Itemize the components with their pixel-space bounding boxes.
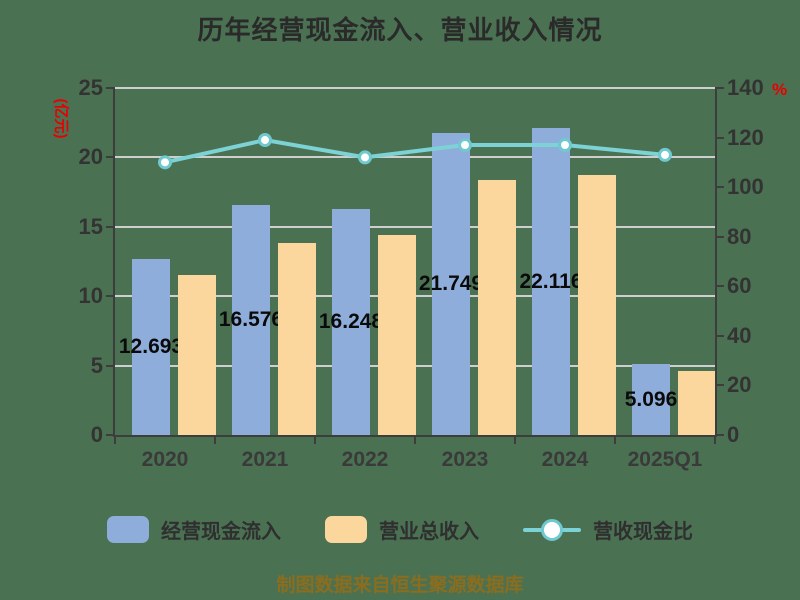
left-axis-tick-label: 15 [78, 213, 103, 239]
left-axis-tick-label: 25 [78, 75, 103, 100]
bar-cash-inflow-2021 [232, 204, 270, 435]
ratio-data-point [658, 147, 672, 162]
ratio-data-point [258, 133, 272, 148]
left-axis-tick [106, 434, 115, 436]
plot-area: 0 5 10 15 20 25 0 20 40 60 80 100 120 140 2020 2021 2022… [79, 77, 764, 472]
x-axis-category-label: 2025Q1 [627, 448, 703, 471]
ratio-dot-icon [541, 518, 563, 541]
x-axis-category-label: 2022 [341, 448, 389, 471]
left-axis-tick [106, 295, 115, 298]
left-axis-tick [106, 156, 115, 159]
right-axis-tick-label: 40 [727, 322, 752, 348]
bar-cash-inflow-2024 [532, 128, 570, 435]
gridline [115, 225, 715, 228]
right-axis-tick-label: 80 [727, 223, 752, 249]
right-axis-tick [715, 186, 724, 189]
ratio-data-point [158, 155, 172, 170]
chart-legend: 经营现金流入 营业总收入 营收现金比 [0, 515, 800, 544]
gridline [115, 156, 715, 159]
legend-label: 营业总收入 [379, 521, 479, 543]
bar-value-label: 12.693 [118, 334, 184, 358]
right-axis-tick [715, 87, 724, 89]
x-axis-tick [514, 435, 516, 444]
bar-revenue-2021 [278, 243, 316, 435]
right-axis-tick-label: 20 [727, 372, 752, 398]
left-axis-tick-label: 10 [78, 283, 103, 309]
left-axis-tick [106, 225, 115, 228]
x-axis-tick [114, 435, 116, 444]
bar-revenue-2024 [578, 175, 616, 435]
right-axis-tick-label: 0 [727, 422, 740, 447]
bar-cash-inflow-2022 [332, 209, 370, 435]
gridline [115, 87, 715, 89]
bar-revenue-2020 [178, 275, 216, 435]
right-axis-tick [715, 434, 724, 436]
bar-value-label: 21.749 [418, 272, 484, 296]
legend-label: 经营现金流入 [161, 521, 281, 543]
right-axis-line [715, 88, 717, 437]
bar-value-label: 16.248 [318, 310, 384, 334]
x-axis-tick [714, 435, 716, 444]
bar-value-label: 5.096 [624, 387, 678, 411]
left-axis-tick [106, 364, 115, 367]
right-axis-tick [715, 285, 724, 288]
x-axis-tick [414, 435, 416, 444]
x-axis-tick [214, 435, 216, 444]
ratio-line-marker-icon [523, 518, 581, 541]
data-source-note: 制图数据来自恒生聚源数据库 [276, 575, 524, 596]
right-axis-tick [715, 334, 724, 337]
right-axis-tick-label: 140 [727, 75, 764, 100]
left-axis-tick-label: 20 [78, 144, 103, 170]
bar-revenue-2022 [378, 235, 416, 435]
bar-cash-inflow-2025Q1 [632, 364, 670, 435]
right-axis-tick [715, 384, 724, 387]
legend-item-cash-inflow: 经营现金流入 [107, 515, 281, 544]
right-axis-tick-label: 120 [727, 124, 764, 150]
chart-title: 历年经营现金流入、营业收入情况 [197, 15, 603, 45]
x-axis-category-label: 2023 [441, 448, 489, 471]
x-axis-tick [314, 435, 316, 444]
legend-label: 营收现金比 [593, 521, 693, 543]
right-axis-tick-label: 60 [727, 273, 752, 299]
bar-value-label: 22.116 [519, 269, 583, 293]
x-axis-category-label: 2020 [141, 448, 189, 471]
left-axis-tick-label: 0 [90, 422, 103, 447]
revenue-swatch-icon [325, 516, 367, 543]
legend-item-revenue: 营业总收入 [325, 515, 479, 544]
right-axis-unit-label: % [772, 80, 788, 99]
left-axis-tick-label: 5 [90, 352, 103, 378]
right-axis-tick-label: 100 [727, 174, 764, 200]
left-axis-line [113, 88, 115, 437]
bar-value-label: 16.576 [218, 307, 284, 331]
cash-inflow-swatch-icon [107, 516, 149, 543]
bar-cash-inflow-2023 [432, 133, 470, 435]
right-axis-tick [715, 235, 724, 238]
x-axis-category-label: 2021 [241, 448, 289, 471]
x-axis-tick [614, 435, 616, 444]
x-axis-category-label: 2024 [541, 448, 589, 471]
bar-cash-inflow-2020 [132, 258, 170, 435]
bar-revenue-2025Q1 [678, 371, 716, 435]
left-axis-tick [106, 87, 115, 89]
right-axis-tick [715, 136, 724, 139]
bar-revenue-2023 [478, 179, 516, 435]
legend-item-ratio: 营收现金比 [523, 515, 693, 544]
